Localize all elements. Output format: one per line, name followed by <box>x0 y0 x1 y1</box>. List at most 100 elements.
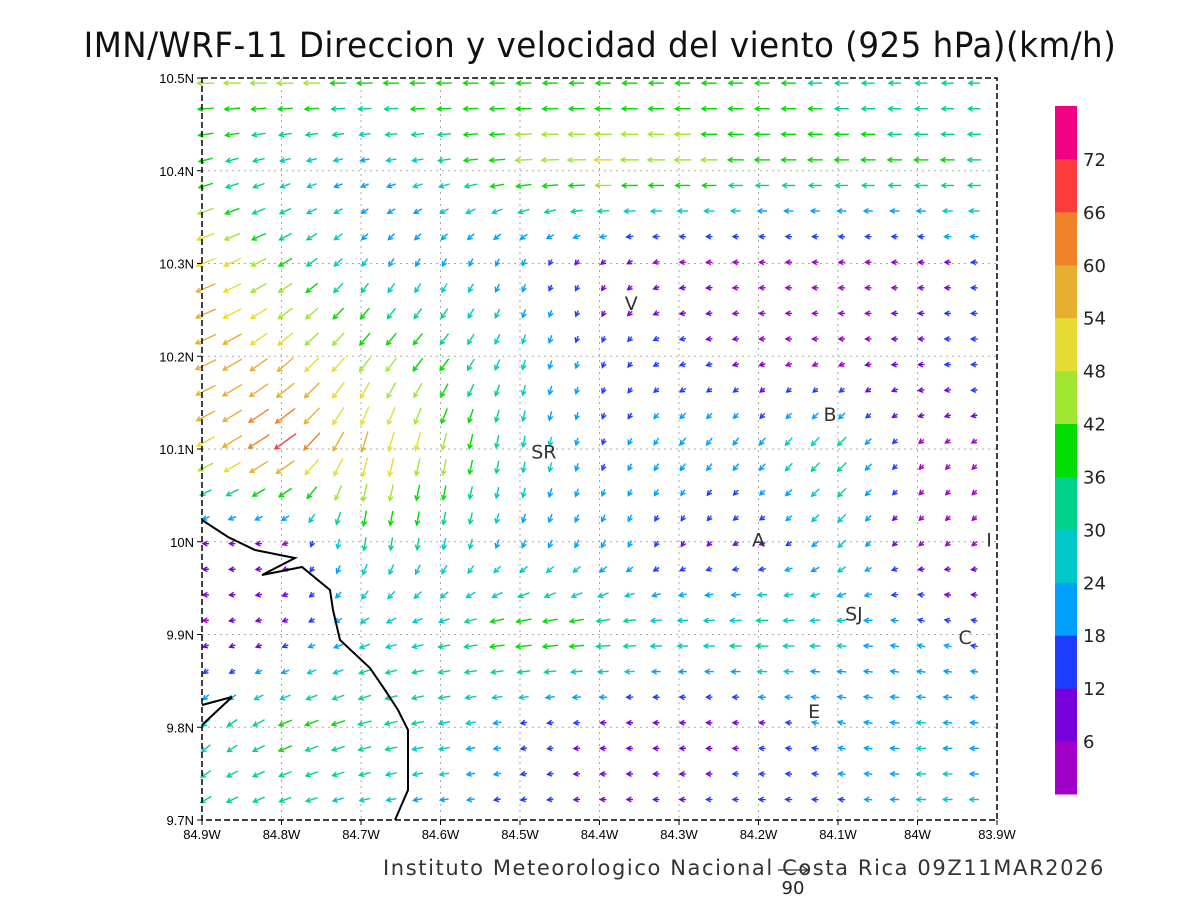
wind-vector <box>970 591 978 598</box>
wind-vector <box>809 208 820 215</box>
wind-vector <box>627 412 633 420</box>
wind-vector <box>623 668 635 675</box>
wind-vector <box>309 566 316 573</box>
wind-vector <box>357 720 372 727</box>
wind-vector <box>384 643 397 650</box>
colorbar-segment <box>1055 370 1077 425</box>
wind-vector <box>705 770 713 777</box>
wind-vector <box>889 643 900 649</box>
wind-vector <box>678 770 686 777</box>
wind-vector <box>414 537 421 551</box>
wind-vector <box>758 745 766 752</box>
wind-vector <box>304 131 318 138</box>
wind-vector <box>305 232 318 241</box>
wind-vector <box>731 719 739 726</box>
wind-vector <box>307 642 316 649</box>
wind-vector <box>728 643 742 650</box>
x-tick-label: 84.8W <box>263 827 301 842</box>
wind-vector <box>624 592 635 598</box>
wind-vector <box>780 131 797 138</box>
wind-vector <box>519 745 528 752</box>
wind-vector <box>889 770 900 777</box>
wind-vector <box>969 335 978 342</box>
wind-vector <box>464 719 476 726</box>
x-tick-label: 84W <box>904 827 931 842</box>
wind-vector <box>227 515 237 521</box>
wind-vector <box>653 463 660 472</box>
wind-vector <box>514 131 533 138</box>
wind-vector <box>197 462 214 472</box>
wind-vector <box>574 437 580 447</box>
wind-vector <box>196 106 214 113</box>
wind-vector <box>727 105 744 112</box>
wind-vector <box>784 284 792 291</box>
wind-vector <box>784 233 792 240</box>
wind-vector <box>440 408 448 425</box>
wind-vector <box>514 105 532 112</box>
coastline <box>201 519 409 821</box>
wind-vector <box>595 617 611 624</box>
x-tick-label: 84.5W <box>501 827 539 842</box>
colorbar-segment <box>1055 635 1077 689</box>
wind-vector <box>519 233 528 240</box>
wind-vector <box>304 307 319 320</box>
wind-vector <box>359 381 371 400</box>
wind-vector <box>646 156 666 163</box>
wind-vector <box>305 694 318 701</box>
wind-vector <box>781 182 796 189</box>
wind-vector <box>969 643 978 650</box>
wind-vector <box>917 387 925 393</box>
wind-vector <box>652 796 660 803</box>
wind-vector <box>864 233 872 240</box>
wind-vector <box>359 156 370 163</box>
wind-vector <box>703 668 714 675</box>
wind-vector <box>488 105 505 112</box>
wind-vector <box>541 80 558 87</box>
wind-vector <box>334 591 342 599</box>
wind-vector <box>541 182 559 189</box>
wind-vector <box>676 643 689 650</box>
wind-vector <box>437 745 450 752</box>
wind-vector <box>358 357 371 373</box>
wind-vector <box>494 486 501 500</box>
wind-vector <box>520 487 527 499</box>
wind-vector <box>222 308 242 319</box>
y-tick-label: 10.5N <box>159 71 194 86</box>
wind-vector <box>600 463 607 472</box>
wind-vector <box>863 796 873 803</box>
wind-vector <box>222 80 241 87</box>
wind-vector <box>201 617 209 624</box>
wind-vector <box>753 80 770 87</box>
wind-vector <box>811 284 819 291</box>
wind-vector <box>944 438 951 444</box>
wind-vector <box>386 407 396 426</box>
wind-vector <box>860 80 875 87</box>
wind-vector <box>254 617 263 624</box>
wind-vector <box>598 694 608 701</box>
wind-vector <box>941 770 953 777</box>
wind-vector <box>276 105 293 112</box>
wind-vector <box>863 745 873 752</box>
colorbar-segment <box>1055 264 1077 319</box>
wind-vector <box>195 257 216 268</box>
wind-vector <box>280 515 290 522</box>
wind-vector <box>810 796 819 803</box>
wind-vector <box>810 488 820 498</box>
wind-vector <box>547 513 554 524</box>
wind-vector <box>836 694 847 701</box>
wind-vector <box>304 719 319 727</box>
wind-vector <box>463 182 478 189</box>
wind-vector <box>943 412 952 419</box>
wind-vector <box>305 282 319 294</box>
wind-vector <box>860 182 875 189</box>
wind-vector <box>278 207 292 215</box>
wind-vector <box>228 540 236 547</box>
wind-vector <box>278 157 291 164</box>
wind-vector <box>706 515 713 522</box>
wind-vector <box>943 233 952 240</box>
wind-vector <box>942 745 953 752</box>
wind-vector <box>679 412 687 420</box>
wind-vector <box>729 208 741 215</box>
wind-vector <box>702 617 715 624</box>
wind-vector <box>731 745 739 752</box>
